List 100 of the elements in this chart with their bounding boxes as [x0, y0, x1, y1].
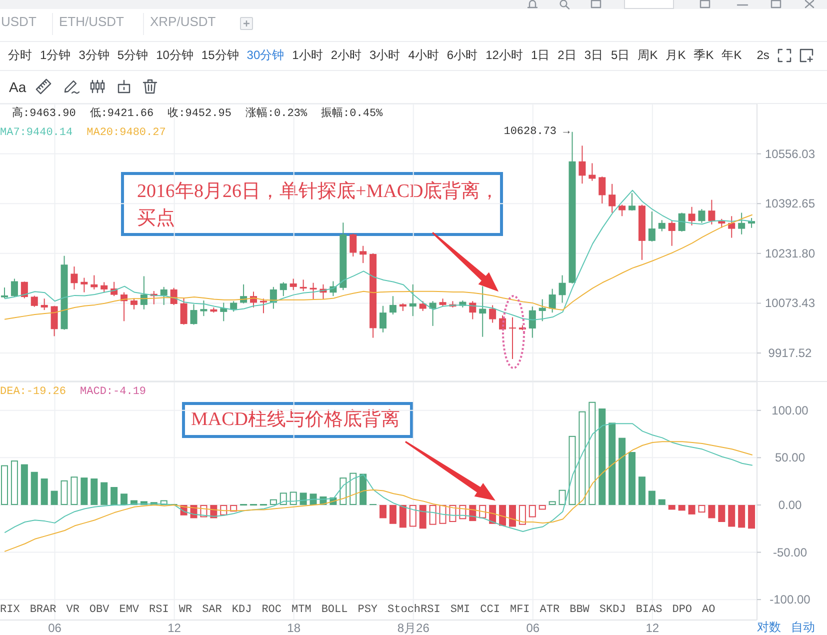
candlestick [668, 220, 676, 246]
text: 季K [694, 48, 714, 62]
bar [270, 499, 277, 505]
bar [280, 492, 287, 505]
bar [568, 436, 576, 505]
bar [538, 504, 546, 510]
annotation: 对数 [757, 620, 781, 634]
candlestick [558, 274, 566, 304]
annotation: SKDJ [599, 603, 626, 617]
bar [728, 504, 736, 527]
annotation: EMV [119, 603, 140, 617]
annotation: ROC [262, 603, 282, 617]
bar [409, 504, 416, 527]
bar [738, 504, 746, 528]
text: 年K [722, 48, 742, 62]
text: 分时 [8, 48, 32, 62]
bar [90, 478, 98, 505]
bar [688, 504, 696, 514]
bar [70, 476, 78, 505]
candlestick [469, 300, 476, 320]
bar [528, 504, 536, 518]
bar [678, 504, 686, 511]
x-tick-label: 06 [526, 621, 540, 635]
y-tick-label: 100.00 [772, 403, 809, 418]
bar [10, 460, 18, 505]
text: XRP/USDT [150, 14, 216, 29]
text: 6小时 [446, 48, 478, 62]
candlestick [419, 300, 426, 312]
bar [578, 411, 586, 505]
candlestick [508, 316, 516, 360]
candlestick [160, 286, 168, 306]
text: 3小时 [370, 48, 400, 62]
x-tick-label: 18 [287, 621, 301, 635]
candlestick [489, 304, 496, 324]
text: 1小时 [292, 48, 323, 62]
x-tick-label: 12 [168, 621, 182, 635]
annotation: RIX [0, 603, 20, 617]
text: 4小时 [408, 48, 439, 62]
annotation: 收:9452.95 [168, 107, 232, 121]
annotation: MACD柱线与价格底背离 [191, 409, 400, 430]
candlestick [528, 306, 536, 338]
bar [389, 504, 396, 524]
text: 5日 [611, 48, 630, 62]
candlestick [180, 298, 188, 326]
candlestick [608, 183, 616, 214]
candlestick [380, 305, 386, 333]
candlestick [548, 288, 556, 314]
bar [340, 478, 347, 505]
annotation: 高:9463.90 [12, 107, 76, 121]
candlestick [280, 282, 287, 297]
y-tick-label: 9917.52 [768, 346, 812, 360]
bar [350, 472, 357, 505]
bar [40, 478, 48, 505]
x-tick-label: 12 [646, 621, 660, 635]
text: 自动 [791, 620, 815, 634]
annotation: 低:9421.66 [90, 107, 154, 121]
bar [110, 487, 118, 505]
candlestick [20, 281, 28, 299]
candlestick [698, 208, 706, 224]
candlestick [658, 220, 666, 232]
text: 2s [756, 48, 770, 62]
y-tick-label: 10556.03 [764, 146, 816, 161]
candlestick [1, 287, 8, 299]
bar [598, 408, 606, 505]
annotation: ATR [540, 603, 560, 617]
text: 周K [638, 48, 658, 62]
annotation: BBW [570, 603, 590, 617]
text: 12小时 [486, 48, 523, 62]
x-tick-label: 06 [48, 621, 62, 635]
annotation: WR [178, 603, 192, 617]
bar [499, 504, 506, 526]
candlestick [578, 145, 586, 184]
annotation: VR [66, 603, 80, 617]
candlestick [538, 298, 546, 322]
candlestick [50, 305, 58, 337]
text: 5分钟 [117, 48, 148, 62]
y-tick-label: 0.00 [778, 498, 802, 512]
candlestick [200, 300, 208, 317]
bar [638, 476, 646, 505]
y-tick-label: 50.00 [774, 450, 806, 465]
bar [100, 482, 108, 505]
bar [20, 464, 28, 505]
text: 3分钟 [78, 48, 110, 62]
bar [30, 472, 38, 505]
candlestick [290, 278, 297, 291]
candlestick [190, 304, 198, 326]
candlestick [728, 216, 736, 238]
bar [708, 504, 716, 518]
bar [429, 504, 436, 525]
bar [558, 490, 566, 505]
y-tick-label: 10073.43 [764, 296, 816, 310]
candlestick [350, 233, 357, 257]
candlestick [678, 212, 686, 232]
text: 10分钟 [156, 48, 194, 62]
text: ETH/USDT [59, 14, 124, 29]
candlestick [220, 302, 228, 322]
annotation: BIAS [636, 603, 662, 617]
text: 3日 [584, 48, 603, 62]
bar [508, 504, 516, 527]
y-tick-label: -100.00 [770, 592, 811, 607]
